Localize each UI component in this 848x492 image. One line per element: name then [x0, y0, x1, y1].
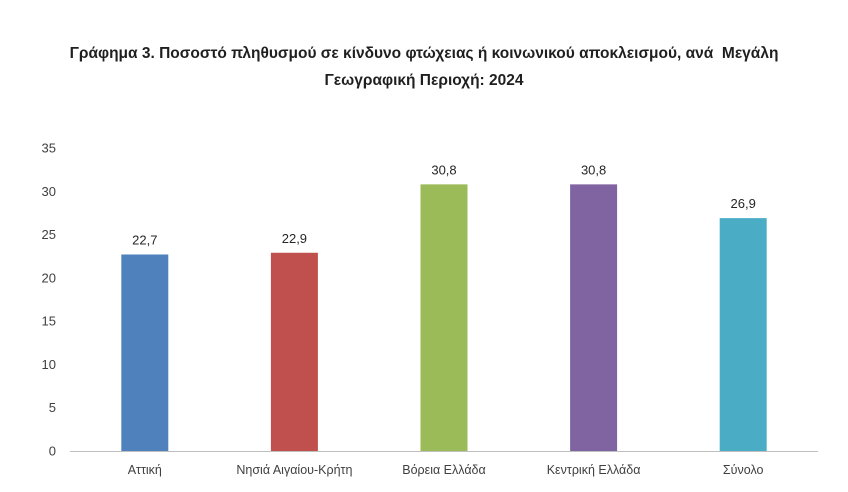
- x-tick-label: Κεντρική Ελλάδα: [547, 463, 641, 477]
- y-tick-label: 10: [42, 357, 56, 372]
- chart-title: Γράφημα 3. Ποσοστό πληθυσμού σε κίνδυνο …: [0, 40, 848, 94]
- x-tick-label: Βόρεια Ελλάδα: [402, 463, 486, 477]
- bar: [719, 218, 767, 451]
- bar: [270, 252, 318, 451]
- y-tick-label: 30: [42, 184, 56, 199]
- y-tick-label: 15: [42, 314, 56, 329]
- data-label: 22,7: [132, 232, 157, 247]
- bar: [121, 254, 169, 451]
- data-label: 30,8: [581, 162, 606, 177]
- bar: [570, 184, 618, 452]
- data-labels: 22,7 22,9 30,8 30,8 26,9: [132, 162, 756, 247]
- bar: [420, 184, 468, 452]
- data-label: 30,8: [431, 162, 456, 177]
- chart-title-line-1: Γράφημα 3. Ποσοστό πληθυσμού σε κίνδυνο …: [69, 45, 779, 62]
- y-tick-label: 5: [49, 400, 56, 415]
- x-tick-label: Σύνολο: [723, 463, 764, 477]
- data-label: 26,9: [731, 196, 756, 211]
- y-tick-label: 25: [42, 227, 56, 242]
- y-tick-label: 0: [49, 444, 56, 459]
- x-axis-ticks: Αττική Νησιά Αιγαίου-Κρήτη Βόρεια Ελλάδα Κε…: [128, 463, 764, 477]
- y-tick-label: 35: [42, 141, 56, 156]
- x-tick-label: Νησιά Αιγαίου-Κρήτη: [236, 463, 352, 477]
- y-axis-ticks: 0 5 10 15 20 25 30 35: [42, 141, 56, 459]
- data-label: 22,9: [282, 231, 307, 246]
- x-tick-label: Αττική: [128, 463, 162, 477]
- chart-title-line-2: Γεωγραφική Περιοχή: 2024: [324, 72, 524, 89]
- y-tick-label: 20: [42, 270, 56, 285]
- bars: [121, 184, 767, 452]
